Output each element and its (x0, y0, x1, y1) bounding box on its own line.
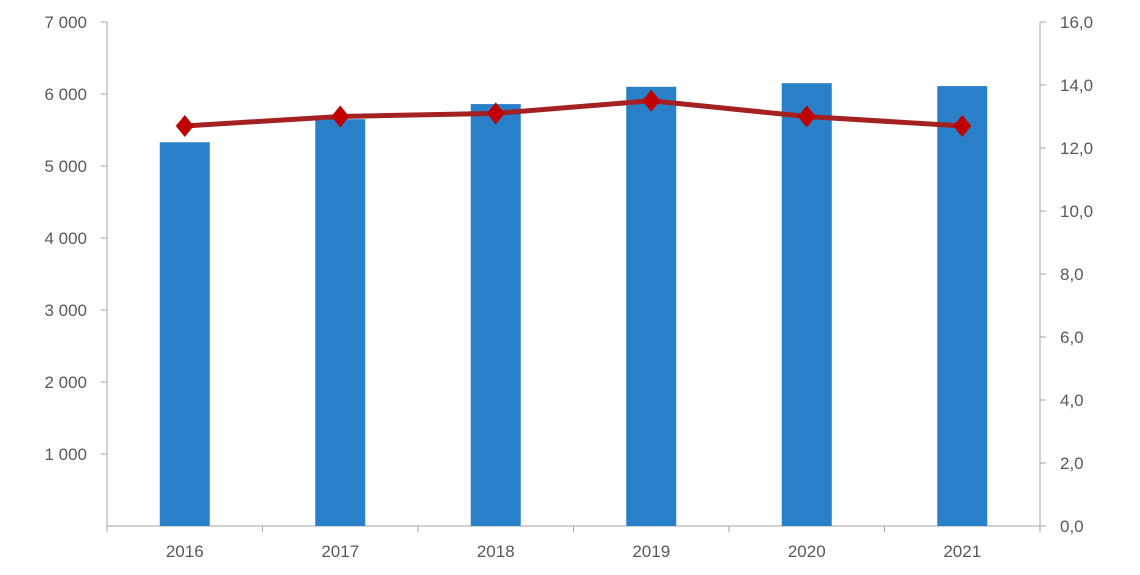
right-tick-label: 12,0 (1060, 139, 1093, 158)
line-marker-2019 (642, 89, 661, 112)
line-marker-2021 (953, 114, 972, 137)
x-tick-label: 2020 (788, 542, 826, 561)
line-marker-2016 (175, 114, 194, 137)
bar-2020 (781, 83, 832, 526)
right-tick-label: 8,0 (1060, 265, 1084, 284)
bar-2019 (626, 86, 677, 527)
line-marker-2020 (797, 105, 816, 128)
right-tick-label: 0,0 (1060, 517, 1084, 536)
right-tick-label: 4,0 (1060, 391, 1084, 410)
bar-2016 (159, 142, 210, 527)
line-marker-2017 (331, 105, 350, 128)
right-tick-label: 10,0 (1060, 202, 1093, 221)
left-tick-label: 7 000 (44, 13, 87, 32)
right-tick-label: 2,0 (1060, 454, 1084, 473)
x-tick-label: 2018 (477, 542, 515, 561)
bar-2018 (470, 104, 521, 526)
right-tick-label: 14,0 (1060, 76, 1093, 95)
left-tick-label: 6 000 (44, 85, 87, 104)
line-series (184, 98, 963, 129)
right-tick-label: 16,0 (1060, 13, 1093, 32)
x-tick-label: 2016 (166, 542, 204, 561)
bar-2021 (937, 86, 988, 526)
right-tick-label: 6,0 (1060, 328, 1084, 347)
left-tick-label: 2 000 (44, 373, 87, 392)
left-tick-label: 4 000 (44, 229, 87, 248)
line-marker-2018 (486, 102, 505, 125)
bar-2017 (315, 119, 366, 526)
x-tick-label: 2017 (321, 542, 359, 561)
left-tick-label: 5 000 (44, 157, 87, 176)
left-tick-label: 3 000 (44, 301, 87, 320)
x-tick-label: 2021 (943, 542, 981, 561)
left-tick-label: 1 000 (44, 445, 87, 464)
x-tick-label: 2019 (632, 542, 670, 561)
